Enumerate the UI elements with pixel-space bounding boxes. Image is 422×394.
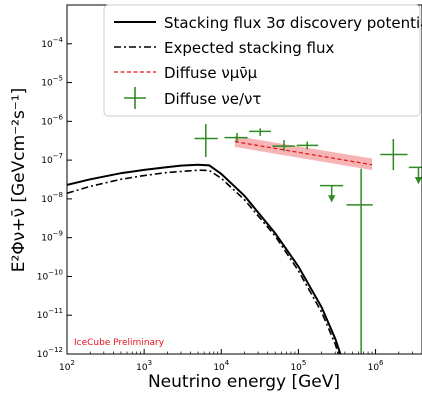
x-tick-label: 104 (213, 359, 229, 373)
discovery-potential-line (67, 163, 342, 354)
y-tick-label: 10−9 (41, 230, 63, 244)
legend-box (103, 4, 421, 117)
diffuse-nue-nutau-point (296, 141, 319, 150)
y-tick-label: 10−12 (37, 346, 63, 360)
y-axis-title: E²Φν+ν̄ [GeVcm⁻²s⁻¹] (9, 88, 29, 272)
y-tick-label: 10−11 (37, 307, 63, 321)
x-tick-label: 103 (136, 359, 152, 373)
diffuse-nue-nutau-point (224, 133, 248, 142)
diffuse-nue-nutau-point (408, 166, 422, 185)
diffuse-nue-nutau-point (319, 184, 344, 203)
series-lines-layer (67, 141, 373, 354)
diffuse-nue-nutau-point (194, 124, 218, 158)
x-tick-label: 106 (368, 359, 384, 373)
diffuse-nue-nutau-point (346, 168, 373, 354)
y-tick-label: 10−6 (41, 113, 63, 127)
annotation-text: IceCube Preliminary (74, 338, 165, 348)
legend: Stacking flux 3σ discovery potential Exp… (103, 4, 422, 117)
expected-flux-line (67, 169, 340, 354)
x-tick-label: 102 (59, 359, 75, 373)
diffuse-numu-band (234, 135, 373, 171)
y-tick-label: 10−8 (41, 191, 63, 205)
x-tick-label: 105 (290, 359, 306, 373)
legend-label: Expected stacking flux (164, 39, 334, 57)
legend-label: Diffuse νe/ντ (164, 90, 261, 108)
legend-label: Stacking flux 3σ discovery potential (164, 14, 422, 32)
diffuse-nue-nutau-point (380, 139, 408, 171)
diffuse-numu-line (234, 141, 373, 166)
upper-limit-arrow-head (328, 195, 336, 203)
diffuse-numu-band-layer (234, 135, 373, 171)
legend-marker-errorbar (124, 87, 146, 109)
legend-label: Diffuse νμν̄μ (164, 64, 258, 82)
y-tick-label: 10−5 (41, 75, 63, 89)
diffuse-nue-nutau-point (249, 128, 271, 136)
y-tick-label: 10−10 (37, 268, 63, 282)
error-bars-layer (194, 124, 422, 354)
upper-limit-arrow-head (414, 176, 422, 185)
x-axis-title: Neutrino energy [GeV] (148, 372, 340, 392)
diffuse-nue-nutau-point (272, 140, 295, 152)
y-tick-label: 10−4 (41, 36, 63, 50)
y-tick-label: 10−7 (41, 152, 63, 166)
